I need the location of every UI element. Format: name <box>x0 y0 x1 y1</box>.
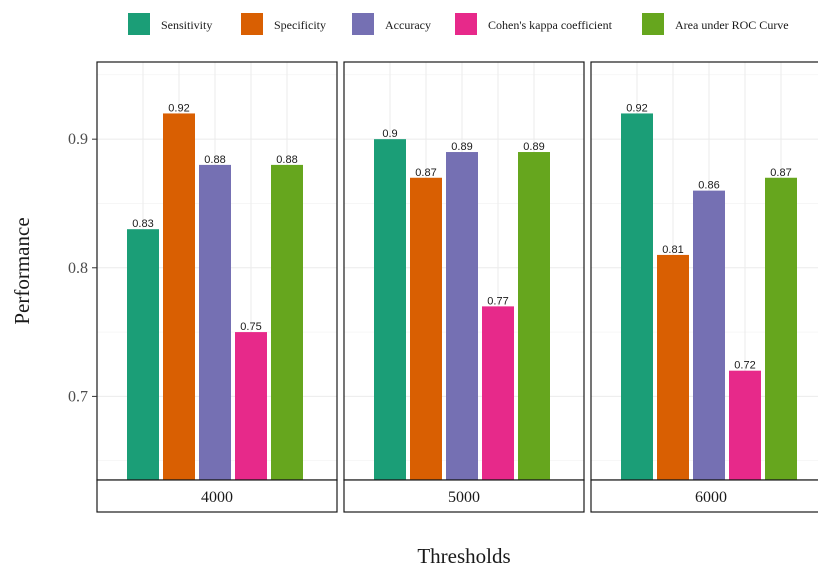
bar-area-under-roc-curve-4000 <box>271 164 303 480</box>
bar-value-label: 0.92 <box>168 102 189 114</box>
bar-value-label: 0.89 <box>451 141 472 153</box>
legend-swatch <box>352 13 374 35</box>
bar-accuracy-6000 <box>693 190 725 480</box>
bar-cohen-s-kappa-coefficient-6000 <box>729 370 761 480</box>
y-axis-title: Performance <box>10 217 34 324</box>
bar-value-label: 0.92 <box>626 102 647 114</box>
bar-value-label: 0.87 <box>770 167 791 179</box>
bar-value-label: 0.88 <box>276 154 297 166</box>
panel-6000: 0.92 0.81 0.86 0.72 0.87 6000 <box>590 61 818 513</box>
y-tick-label: 0.9 <box>68 131 88 148</box>
bar-sensitivity-4000 <box>127 229 159 480</box>
bar-cohen-s-kappa-coefficient-4000 <box>235 332 267 480</box>
bar-area-under-roc-curve-5000 <box>518 152 550 480</box>
strip-label: 6000 <box>695 489 727 506</box>
legend-label: Specificity <box>274 18 326 32</box>
legend-swatch <box>128 13 150 35</box>
bar-value-label: 0.83 <box>132 218 153 230</box>
bar-area-under-roc-curve-6000 <box>765 177 797 480</box>
legend-swatch <box>241 13 263 35</box>
bar-value-label: 0.81 <box>662 244 683 256</box>
legend-swatch <box>642 13 664 35</box>
y-axis: 0.7 0.8 0.9 <box>68 131 97 405</box>
bar-sensitivity-6000 <box>621 113 653 480</box>
bar-value-label: 0.86 <box>698 180 719 192</box>
bar-value-label: 0.89 <box>523 141 544 153</box>
legend-item-area-under-roc-curve: Area under ROC Curve <box>642 13 789 35</box>
legend-item-cohen-s-kappa-coefficient: Cohen's kappa coefficient <box>455 13 613 35</box>
legend-label: Sensitivity <box>161 18 212 32</box>
bar-specificity-6000 <box>657 254 689 480</box>
legend-item-sensitivity: Sensitivity <box>128 13 212 35</box>
bar-value-label: 0.88 <box>204 154 225 166</box>
panel-4000: 0.83 0.92 0.88 0.75 0.88 4000 <box>96 61 338 513</box>
bar-value-label: 0.9 <box>382 128 397 140</box>
legend-swatch <box>455 13 477 35</box>
bar-specificity-5000 <box>410 177 442 480</box>
bar-accuracy-5000 <box>446 152 478 480</box>
legend: Sensitivity Specificity Accuracy Cohen's ka… <box>128 13 789 35</box>
strip-background <box>343 479 585 513</box>
panel-5000: 0.9 0.87 0.89 0.77 0.89 5000 <box>343 61 585 513</box>
strip-background <box>590 479 818 513</box>
bar-value-label: 0.75 <box>240 321 261 333</box>
bar-value-label: 0.77 <box>487 295 508 307</box>
legend-item-accuracy: Accuracy <box>352 13 431 35</box>
bar-value-label: 0.87 <box>415 167 436 179</box>
bar-cohen-s-kappa-coefficient-5000 <box>482 306 514 480</box>
strip-label: 4000 <box>201 489 233 506</box>
legend-label: Cohen's kappa coefficient <box>488 18 613 32</box>
legend-item-specificity: Specificity <box>241 13 326 35</box>
strip-label: 5000 <box>448 489 480 506</box>
x-axis-title: Thresholds <box>417 544 510 564</box>
bar-sensitivity-5000 <box>374 139 406 480</box>
y-tick-label: 0.8 <box>68 260 88 277</box>
bar-value-label: 0.72 <box>734 360 755 372</box>
bar-accuracy-4000 <box>199 164 231 480</box>
bar-specificity-4000 <box>163 113 195 480</box>
legend-label: Area under ROC Curve <box>675 18 789 32</box>
chart-panels: 0.830.920.880.750.8840000.90.870.890.770… <box>96 61 818 513</box>
y-tick-label: 0.7 <box>68 388 88 405</box>
legend-label: Accuracy <box>385 18 431 32</box>
strip-background <box>96 479 338 513</box>
